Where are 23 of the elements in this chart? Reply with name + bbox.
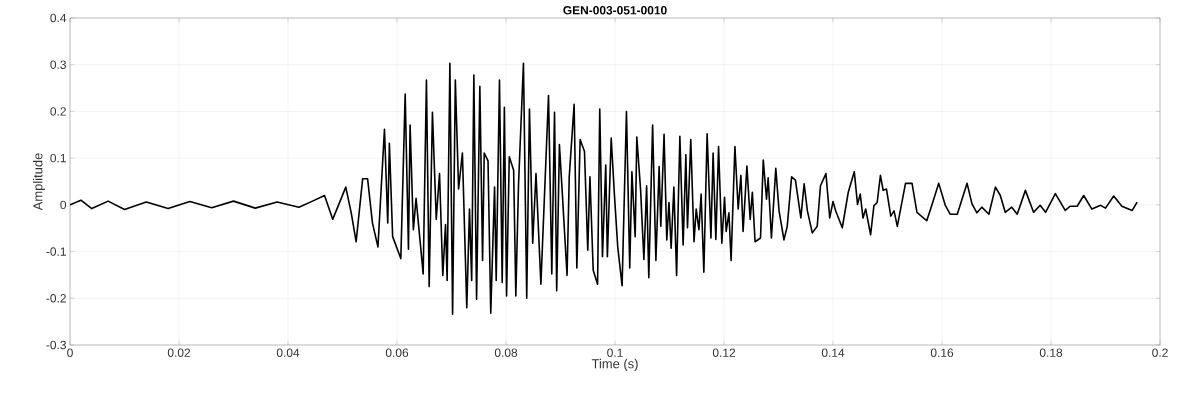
- x-tick-label: 0.2: [1152, 348, 1168, 357]
- x-tick-label: 0.12: [712, 348, 736, 357]
- line-series: [70, 62, 1138, 315]
- x-tick-label: 0.1: [607, 348, 623, 357]
- x-tick-label: 0.06: [385, 348, 409, 357]
- x-axis-title: Time (s): [591, 358, 638, 371]
- x-tick-label: 0: [67, 348, 73, 357]
- x-tick-label: 0.16: [930, 348, 954, 357]
- y-tick-label: 0: [60, 200, 67, 210]
- x-tick-label: 0.14: [821, 348, 845, 357]
- y-tick-label: 0.3: [50, 60, 66, 69]
- y-tick-label: 0.4: [50, 13, 67, 23]
- chart-title: GEN-003-051-0010: [563, 6, 667, 15]
- y-tick-label: -0.2: [46, 294, 66, 303]
- x-tick-label: 0.18: [1039, 348, 1063, 357]
- y-axis-title: Amplitude: [32, 153, 46, 211]
- x-tick-label: 0.02: [167, 348, 191, 357]
- y-tick-label: 0.1: [50, 153, 66, 163]
- y-tick-label: 0.2: [50, 107, 66, 116]
- y-tick-label: -0.3: [46, 340, 66, 350]
- x-tick-label: 0.04: [276, 348, 300, 357]
- y-tick-label: -0.1: [46, 247, 66, 256]
- x-tick-label: 0.08: [494, 348, 518, 357]
